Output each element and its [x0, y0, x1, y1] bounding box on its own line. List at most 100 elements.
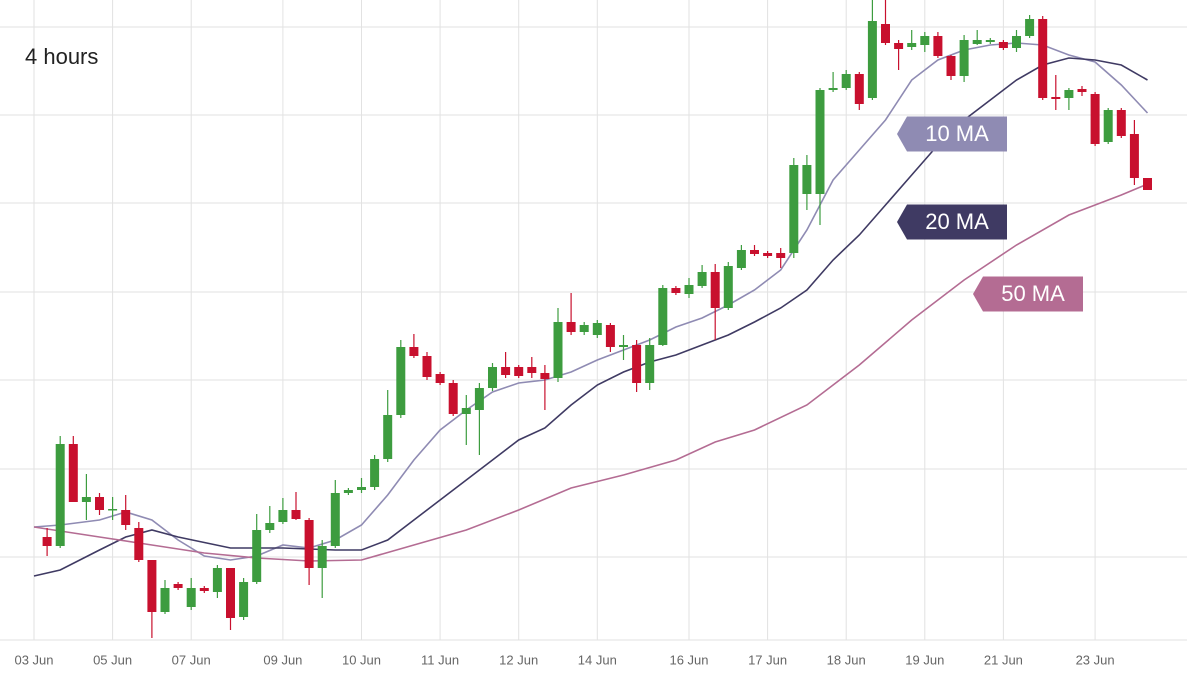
candle-body	[1077, 89, 1087, 92]
candle-body	[776, 253, 786, 258]
candle-body	[435, 374, 445, 383]
candle-body	[907, 43, 917, 47]
candle-body	[1090, 94, 1100, 144]
candle-body	[55, 444, 65, 546]
candle-body	[1051, 97, 1061, 99]
candle-body	[763, 253, 773, 256]
x-tick-label: 09 Jun	[263, 652, 302, 667]
candle-body	[160, 588, 170, 612]
candle-body	[671, 288, 681, 293]
x-tick-label: 18 Jun	[827, 652, 866, 667]
candle-body	[867, 21, 877, 98]
candle-body	[605, 325, 615, 347]
candle-body	[959, 40, 969, 76]
x-tick-label: 10 Jun	[342, 652, 381, 667]
candle-body	[697, 272, 707, 286]
labels: 03 Jun 05 Jun 07 Jun 09 Jun 10 Jun 11 Jun 12 J…	[14, 116, 1115, 667]
candle-body	[789, 165, 799, 253]
x-tick-label: 05 Jun	[93, 652, 132, 667]
candle-body	[488, 367, 497, 388]
candle-body	[985, 40, 995, 42]
candle-body	[894, 43, 904, 49]
candle-body	[265, 523, 275, 530]
candle-body	[946, 56, 956, 76]
candle-body	[448, 383, 458, 414]
legend-badge	[897, 204, 1007, 240]
candle-body	[474, 388, 484, 410]
candle-body	[239, 582, 249, 617]
candle-body	[998, 42, 1008, 48]
candle-body	[278, 510, 288, 522]
candle-body	[579, 325, 589, 332]
legend-badge	[973, 276, 1083, 312]
candle-body	[1038, 19, 1048, 98]
candle-body	[514, 367, 524, 376]
candle-body	[750, 250, 759, 254]
candle-body	[1116, 110, 1126, 136]
candle-body	[723, 266, 733, 308]
candle-body	[226, 568, 235, 618]
candle-body	[881, 24, 890, 43]
candle-body	[736, 250, 746, 268]
x-tick-label: 16 Jun	[669, 652, 708, 667]
ma-line	[33, 183, 1148, 562]
candle-body	[383, 415, 393, 459]
legend-label: 10 MA	[925, 121, 989, 146]
candle-body	[540, 373, 550, 379]
candle-body	[645, 345, 655, 383]
candle-body	[370, 459, 380, 487]
candle-body	[199, 588, 209, 591]
candle-body	[186, 588, 196, 607]
legend-badge	[897, 116, 1007, 152]
x-tick-label: 21 Jun	[984, 652, 1023, 667]
candle-body	[1012, 36, 1021, 48]
candle-body	[343, 490, 353, 493]
candle-body	[68, 444, 78, 502]
candle-body	[461, 408, 471, 414]
candle-body	[422, 356, 432, 377]
candle-body	[95, 497, 104, 510]
candle-body	[1064, 90, 1074, 98]
candle-body	[173, 584, 183, 588]
candle-body	[212, 568, 222, 592]
candle-body	[501, 367, 511, 375]
candle-body	[802, 165, 812, 194]
candle-body	[121, 510, 131, 525]
candle-body	[553, 322, 563, 378]
x-tick-label: 11 Jun	[421, 652, 459, 667]
candle-body	[566, 322, 576, 332]
candle-body	[527, 367, 537, 373]
candle-body	[409, 347, 419, 356]
candle-body	[304, 520, 314, 568]
candle-body	[291, 510, 301, 519]
candle-body	[854, 74, 864, 104]
candle-body	[1103, 110, 1113, 142]
candle-body	[147, 560, 157, 612]
candle-body	[81, 497, 91, 502]
candle-body	[134, 528, 144, 560]
candle-body	[710, 272, 720, 308]
candle-body	[592, 323, 602, 335]
x-tick-label: 19 Jun	[905, 652, 944, 667]
candle-body	[684, 285, 694, 294]
candle-body	[972, 40, 982, 44]
candle-body	[841, 74, 851, 88]
candle-body	[108, 509, 118, 511]
x-tick-label: 17 Jun	[748, 652, 787, 667]
candle-body	[1129, 134, 1139, 178]
x-tick-label: 23 Jun	[1076, 652, 1115, 667]
candle-body	[252, 530, 262, 582]
candle-body	[396, 347, 406, 415]
legend-label: 50 MA	[1001, 281, 1065, 306]
grid	[0, 0, 1187, 641]
candle-body	[920, 36, 930, 45]
x-tick-label: 12 Jun	[499, 652, 538, 667]
chart-title: 4 hours	[25, 44, 98, 69]
candle-body	[357, 487, 366, 490]
legend-label: 20 MA	[925, 209, 989, 234]
candle-body	[330, 493, 340, 546]
candle-body	[828, 88, 838, 90]
candle-body	[619, 345, 628, 347]
x-tick-label: 07 Jun	[172, 652, 211, 667]
